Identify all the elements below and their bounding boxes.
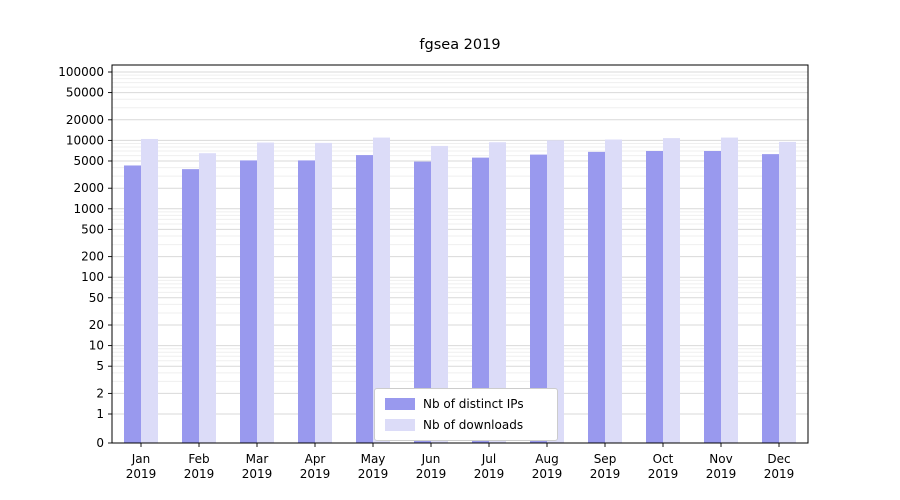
bar-downloads: [315, 142, 332, 444]
x-tick-label-month: Jan: [131, 452, 151, 466]
y-tick-label: 20: [89, 318, 104, 332]
bar-distinct-ips: [530, 154, 547, 443]
y-tick-label: 5000: [73, 154, 104, 168]
bar-distinct-ips: [588, 151, 605, 443]
plot-frame: [111, 64, 809, 444]
legend: Nb of distinct IPs Nb of downloads: [374, 388, 558, 441]
x-tick-label-month: Aug: [535, 452, 558, 466]
y-tick-label: 5: [96, 359, 104, 373]
x-tick-label-year: 2019: [242, 467, 273, 481]
y-tick-label: 100: [81, 270, 104, 284]
x-tick-label-year: 2019: [648, 467, 679, 481]
bar-downloads: [431, 145, 448, 443]
bar-distinct-ips: [762, 154, 779, 443]
x-tick-label-month: Nov: [709, 452, 732, 466]
y-tick-label: 2: [96, 386, 104, 400]
bar-downloads: [141, 138, 158, 443]
x-tick-label-year: 2019: [590, 467, 621, 481]
y-tick-label: 10: [89, 339, 104, 353]
x-tick-label-month: Mar: [246, 452, 269, 466]
legend-label-distinct-ips: Nb of distinct IPs: [423, 397, 524, 411]
bar-distinct-ips: [414, 161, 431, 444]
x-tick-label-month: Apr: [305, 452, 326, 466]
bar-distinct-ips: [124, 165, 141, 443]
bar-distinct-ips: [298, 160, 315, 443]
legend-swatch-downloads: [385, 419, 415, 431]
y-tick-label: 500: [81, 222, 104, 236]
x-tick-label-month: Oct: [653, 452, 674, 466]
x-tick-label-month: Jul: [481, 452, 496, 466]
x-tick-label-year: 2019: [358, 467, 389, 481]
y-tick-label: 0: [96, 436, 104, 450]
x-tick-label-month: Feb: [188, 452, 209, 466]
bar-distinct-ips: [240, 160, 257, 443]
y-tick-label: 1: [96, 407, 104, 421]
bar-distinct-ips: [472, 157, 489, 443]
bar-distinct-ips: [182, 169, 199, 443]
y-tick-label: 200: [81, 250, 104, 264]
x-tick-label-month: Jun: [421, 452, 441, 466]
bar-downloads: [605, 139, 622, 444]
x-tick-label-year: 2019: [764, 467, 795, 481]
bar-downloads: [547, 140, 564, 443]
bar-distinct-ips: [646, 150, 663, 443]
bar-downloads: [779, 141, 796, 443]
x-tick-label-year: 2019: [300, 467, 331, 481]
x-tick-label-month: Sep: [594, 452, 617, 466]
x-tick-label-year: 2019: [706, 467, 737, 481]
bar-distinct-ips: [356, 155, 373, 443]
legend-item-downloads: Nb of downloads: [385, 418, 547, 432]
bar-downloads: [257, 142, 274, 443]
y-tick-label: 20000: [66, 113, 104, 127]
x-tick-label-year: 2019: [416, 467, 447, 481]
y-tick-label: 50: [89, 291, 104, 305]
y-tick-label: 1000: [73, 202, 104, 216]
legend-label-downloads: Nb of downloads: [423, 418, 524, 432]
y-tick-label: 2000: [73, 181, 104, 195]
legend-item-distinct-ips: Nb of distinct IPs: [385, 397, 547, 411]
bar-downloads: [199, 153, 216, 444]
y-tick-label: 10000: [66, 133, 104, 147]
x-tick-label-month: May: [361, 452, 386, 466]
x-tick-label-year: 2019: [126, 467, 157, 481]
bar-downloads: [663, 138, 680, 443]
x-tick-label-year: 2019: [474, 467, 505, 481]
legend-swatch-distinct-ips: [385, 398, 415, 410]
y-tick-label: 50000: [66, 86, 104, 100]
x-tick-label-year: 2019: [532, 467, 563, 481]
x-tick-label-month: Dec: [767, 452, 790, 466]
x-tick-label-year: 2019: [184, 467, 215, 481]
bar-distinct-ips: [704, 150, 721, 443]
bar-downloads: [721, 137, 738, 444]
chart-title: fgsea 2019: [419, 37, 501, 53]
bar-downloads: [489, 142, 506, 444]
y-tick-label: 100000: [58, 65, 104, 79]
bar-downloads: [373, 137, 390, 444]
